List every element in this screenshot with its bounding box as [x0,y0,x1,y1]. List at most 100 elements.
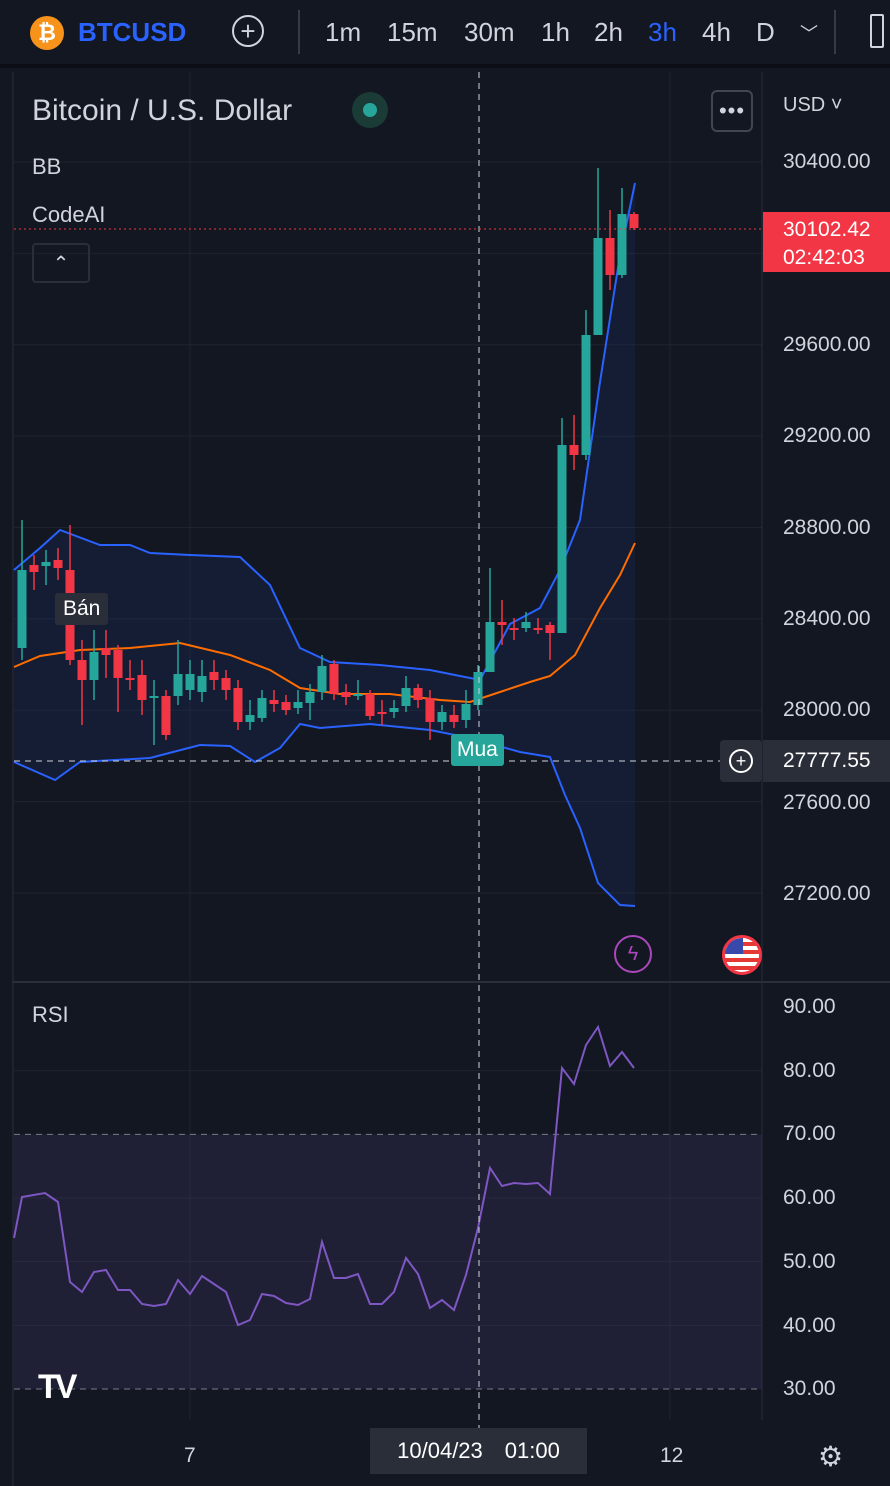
candle-body [425,698,435,722]
candle-body [581,335,591,455]
price-axis-label: 30400.00 [783,150,871,173]
crosshair-date: 10/04/23 [397,1438,483,1463]
timeframe-30m[interactable]: 30m [464,17,515,47]
candle-body [473,672,483,705]
last-price-tag: 30102.42 02:42:03 [763,212,890,272]
candle-body [209,672,219,680]
candle-body [545,625,555,633]
candle-body [125,678,135,680]
candle-body [305,692,315,703]
candle-body [161,696,171,735]
candle-body [29,565,39,572]
candle-body [281,702,291,710]
rsi-axis-label: 70.00 [783,1122,836,1145]
timeframe-15m[interactable]: 15m [387,17,438,47]
candle-body [449,715,459,722]
price-axis-label: 27600.00 [783,791,871,814]
gear-icon[interactable]: ⚙ [818,1441,844,1472]
bollinger-bands [13,182,636,907]
timeframe-1h[interactable]: 1h [541,17,570,47]
lightning-icon[interactable]: ϟ [614,935,652,973]
time-axis-label: 7 [184,1444,196,1467]
candle-body [77,660,87,680]
sell-signal-label: Bán [55,593,109,625]
rsi-line [13,1024,635,1327]
candle-body [617,214,627,275]
top-toolbar: ₿ BTCUSD + 1m 15m 30m 1h 2h 3h 4h D ﹀ [0,0,890,68]
candle-body [53,560,63,568]
price-axis-label: 28000.00 [783,698,871,721]
candle-body [101,648,111,655]
candle-body [461,704,471,720]
candle-body [329,664,339,694]
candle-body [437,712,447,722]
more-options-button[interactable]: ••• [711,90,753,132]
market-status-icon[interactable] [352,92,388,128]
rsi-axis-label: 50.00 [783,1250,836,1273]
candle-body [401,688,411,706]
candle-body [605,238,615,275]
candle-body [413,688,423,700]
rsi-axis-label: 80.00 [783,1059,836,1082]
timeframe-2h[interactable]: 2h [594,17,623,47]
candle-body [233,688,243,722]
candle-body [485,622,495,672]
tradingview-logo: TV [38,1368,78,1406]
rsi-axis-label: 60.00 [783,1186,836,1209]
candle-body [389,708,399,712]
candle-body [557,445,567,633]
last-price: 30102.42 [783,218,871,241]
candle-body [221,678,231,690]
candle-body [89,652,99,680]
price-axis-label: 27200.00 [783,882,871,905]
candle-body [317,666,327,692]
timeframe-d[interactable]: D [756,17,775,47]
candle-body [113,650,123,678]
buy-signal-label: Mua [451,734,504,766]
candle-body [173,674,183,696]
bb-lower [13,722,636,907]
chart-type-icon[interactable] [870,14,884,48]
toolbar-divider [834,10,836,54]
candle-body [569,445,579,455]
candle-body [41,562,51,566]
rsi-series [13,1024,635,1327]
chevron-down-icon[interactable]: ﹀ [800,24,818,44]
candle-body [341,692,351,697]
symbol-button[interactable]: BTCUSD [78,17,187,47]
rsi-axis-label: 30.00 [783,1377,836,1400]
grid-lines [12,72,890,1420]
timeframe-1m[interactable]: 1m [325,17,362,47]
crosshair [14,72,762,1428]
candle-body [377,712,387,714]
candle-body [293,702,303,708]
candle-body [17,570,27,648]
candle-body [245,715,255,722]
candle-body [509,628,519,630]
candle-body [185,674,195,690]
candle-body [593,238,603,335]
crosshair-date-tag: 10/04/23 01:00 [370,1428,587,1474]
currency-selector[interactable]: USD ˅ [783,94,843,116]
candle-body [257,698,267,718]
candle-body [269,700,279,704]
rsi-indicator-label[interactable]: RSI [32,1002,69,1027]
toolbar-divider [298,10,300,54]
candle-body [137,675,147,700]
timeframe-3h[interactable]: 3h [648,17,677,47]
add-symbol-button[interactable]: + [232,15,264,47]
bitcoin-icon: ₿ [30,16,64,50]
candle-body [149,696,159,698]
timeframe-4h[interactable]: 4h [702,17,731,47]
us-flag-icon[interactable] [722,935,762,975]
indicator-codeai[interactable]: CodeAI [32,202,106,227]
rsi-zone [14,1133,762,1390]
bar-countdown: 02:42:03 [783,246,865,269]
add-alert-button[interactable]: + [720,740,762,782]
candle-body [629,214,639,228]
indicator-bb[interactable]: BB [32,154,62,179]
price-axis-label: 29200.00 [783,424,871,447]
time-axis-label: 12 [660,1444,684,1467]
collapse-indicators-button[interactable]: ⌃ [32,243,90,283]
